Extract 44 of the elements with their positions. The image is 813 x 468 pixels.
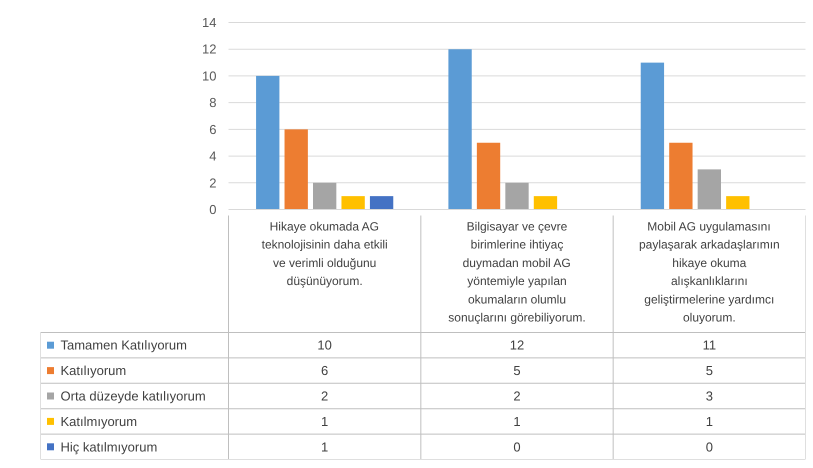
bar	[534, 196, 558, 210]
bar	[640, 62, 664, 210]
y-tick-label: 0	[209, 202, 217, 217]
y-tick-label: 2	[209, 175, 217, 190]
bar	[726, 196, 750, 210]
bar	[669, 142, 693, 210]
data-label: 6	[321, 363, 328, 378]
bar	[448, 49, 472, 210]
data-label: 5	[513, 363, 521, 378]
data-label: 12	[510, 338, 524, 353]
data-label: 1	[321, 439, 328, 454]
legend-label: Tamamen Katılıyorum	[60, 338, 187, 353]
bar	[370, 196, 394, 210]
bar	[284, 129, 308, 210]
data-label: 5	[706, 363, 713, 378]
bar	[312, 182, 336, 210]
data-label: 2	[321, 388, 328, 404]
y-tick-label: 4	[209, 148, 217, 164]
y-tick-label: 14	[202, 15, 217, 30]
bar	[256, 76, 280, 210]
data-label: 0	[706, 439, 713, 454]
y-tick-label: 6	[209, 122, 217, 137]
bar	[341, 196, 365, 210]
data-label: 1	[321, 414, 328, 429]
data-label: 11	[702, 338, 716, 353]
data-label: 1	[706, 414, 713, 429]
x-tick-label: Mobil AG uygulamasını paylaşarak arkadaşlarımın hikaye okuma alışkanlıklarını geliştirmelerine yardımcı oluyorum.	[638, 220, 780, 324]
bar	[505, 182, 529, 210]
legend-label: Orta düzeyde katılıyorum	[60, 388, 206, 404]
data-label: 0	[513, 439, 521, 454]
x-tick-label: Bilgisayar ve çevre birimlerine ihtiyaç duymadan mobil AG yöntemiyle yapılan okumaların olumlu sonuçlarını görebiliyorum.	[448, 220, 586, 324]
y-tick-label: 8	[209, 95, 217, 110]
legend-label: Katılıyorum	[60, 363, 126, 378]
bar	[476, 142, 500, 210]
data-label: 3	[706, 388, 713, 404]
data-label: 2	[513, 388, 521, 404]
legend-label: Hiç katılmıyorum	[60, 439, 158, 454]
x-tick-label: Hikaye okumada AG teknolojisinin daha etkili ve verimli olduğunu düşünüyorum.	[262, 220, 388, 288]
y-tick-label: 12	[202, 42, 217, 57]
data-label: 10	[317, 338, 332, 353]
data-label: 1	[513, 414, 521, 429]
legend-label: Katılmıyorum	[60, 414, 138, 429]
bar	[698, 169, 722, 210]
y-tick-label: 10	[202, 68, 217, 84]
